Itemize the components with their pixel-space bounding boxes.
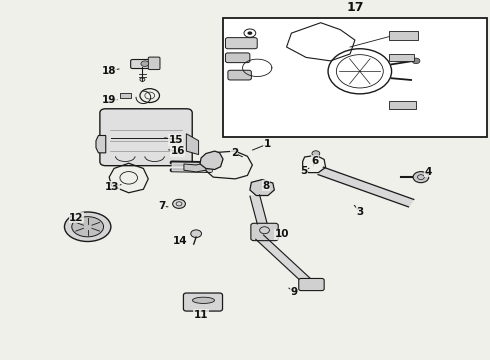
Text: 16: 16 [171,146,185,156]
Polygon shape [318,167,414,207]
Polygon shape [250,195,267,224]
Circle shape [412,58,420,64]
FancyBboxPatch shape [251,223,278,240]
Ellipse shape [65,212,111,242]
Polygon shape [200,151,223,170]
Polygon shape [186,134,198,154]
Text: 8: 8 [262,181,270,191]
Ellipse shape [193,297,215,303]
Circle shape [247,31,252,35]
Text: 11: 11 [194,310,208,320]
Text: 18: 18 [102,66,117,76]
FancyBboxPatch shape [225,53,250,63]
Circle shape [141,61,149,67]
Bar [389,31,418,40]
Polygon shape [184,163,206,172]
Polygon shape [96,135,106,153]
FancyBboxPatch shape [148,57,160,69]
Ellipse shape [72,217,103,237]
Circle shape [413,172,429,183]
Text: 13: 13 [105,181,120,192]
Text: 1: 1 [263,139,270,149]
FancyBboxPatch shape [225,38,257,49]
Text: 9: 9 [290,287,297,297]
FancyBboxPatch shape [228,70,251,80]
FancyBboxPatch shape [299,278,324,291]
Text: 12: 12 [69,213,84,223]
Text: 15: 15 [169,135,183,145]
Circle shape [172,199,185,208]
Text: 10: 10 [274,229,289,239]
Bar [389,54,414,61]
Text: 2: 2 [231,148,238,158]
Circle shape [191,230,201,238]
FancyBboxPatch shape [183,293,222,311]
Text: 14: 14 [173,236,188,246]
Text: 3: 3 [356,207,364,217]
Text: 17: 17 [346,1,364,14]
Text: 19: 19 [102,95,116,105]
Bar [223,18,487,137]
Polygon shape [256,235,315,287]
Polygon shape [250,180,274,195]
Text: 6: 6 [311,156,318,166]
Text: 4: 4 [424,167,432,177]
Bar [121,93,131,98]
FancyBboxPatch shape [100,109,192,166]
Bar [389,101,416,109]
Text: 7: 7 [158,201,166,211]
Text: 5: 5 [300,166,307,176]
FancyBboxPatch shape [131,59,153,68]
Circle shape [312,151,320,156]
